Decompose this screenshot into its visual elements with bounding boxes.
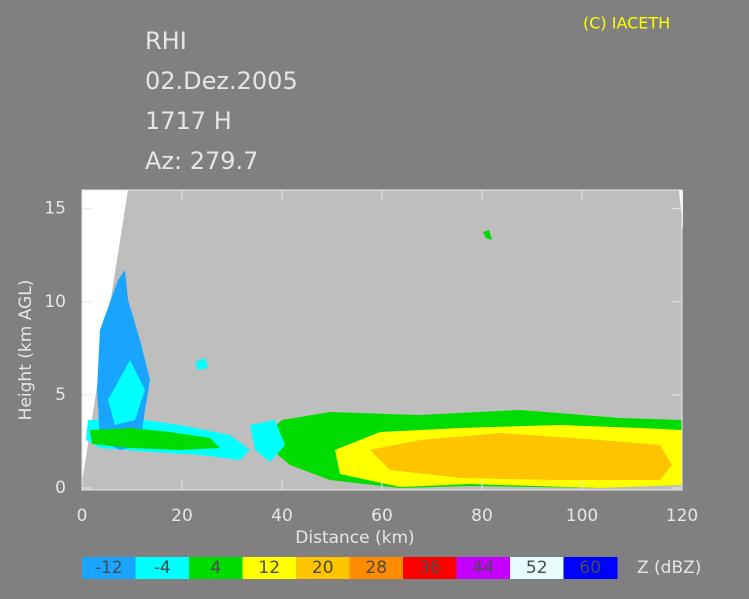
- echo: [195, 358, 208, 370]
- colorbar-label: 12: [258, 558, 280, 578]
- colorbar-swatch: [403, 557, 457, 579]
- copyright: (C) IACETH: [583, 14, 670, 33]
- colorbar-label: 4: [210, 558, 221, 578]
- colorbar-label: 36: [419, 558, 441, 578]
- colorbar-swatch: [82, 557, 136, 579]
- colorbar-label: 60: [579, 558, 601, 578]
- annotation: 1717 H: [145, 107, 232, 135]
- echo: [370, 433, 672, 480]
- y-tick-label: 10: [44, 292, 66, 312]
- colorbar-swatch: [510, 557, 564, 579]
- colorbar-label: 28: [365, 558, 387, 578]
- x-tick-label: 0: [77, 506, 88, 526]
- x-tick-label: 60: [371, 506, 393, 526]
- x-tick-label: 80: [471, 506, 493, 526]
- x-tick-label: 40: [271, 506, 293, 526]
- colorbar-swatch: [242, 557, 297, 579]
- x-tick-label: 100: [566, 506, 598, 526]
- colorbar-label: 52: [526, 558, 548, 578]
- colorbar-swatch: [135, 557, 190, 579]
- echo: [108, 360, 145, 425]
- colorbar-swatch: [296, 557, 350, 579]
- echo: [90, 428, 220, 450]
- colorbar-label: -12: [95, 558, 123, 578]
- y-axis-label: Height (km AGL): [16, 280, 36, 421]
- annotation: 02.Dez.2005: [145, 67, 298, 95]
- annotation: Az: 279.7: [145, 147, 258, 175]
- echo: [250, 420, 285, 462]
- colorbar-swatch: [456, 557, 511, 579]
- y-tick-label: 15: [44, 199, 66, 219]
- colorbar-label: 20: [312, 558, 334, 578]
- colorbar-swatch: [349, 557, 404, 579]
- echo: [483, 230, 492, 240]
- y-tick-label: 0: [55, 478, 66, 498]
- x-tick-label: 120: [666, 506, 698, 526]
- colorbar-label: -4: [154, 558, 171, 578]
- colorbar-title: Z (dBZ): [637, 558, 701, 578]
- colorbar-label: 44: [472, 558, 494, 578]
- y-tick-label: 5: [55, 385, 66, 405]
- x-axis-label: Distance (km): [295, 528, 414, 548]
- colorbar-swatch: [563, 557, 618, 579]
- x-tick-label: 20: [171, 506, 193, 526]
- annotation: RHI: [145, 27, 187, 55]
- colorbar-swatch: [189, 557, 243, 579]
